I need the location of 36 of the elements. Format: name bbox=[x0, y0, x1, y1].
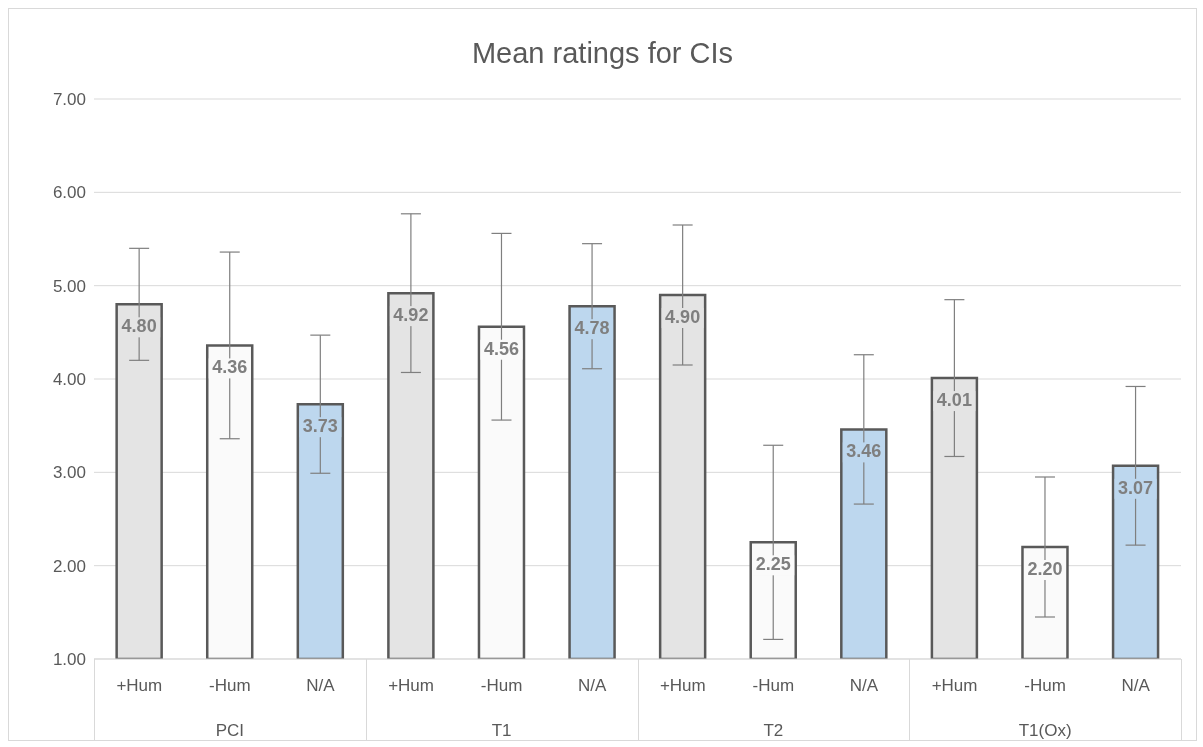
data-label: 4.92 bbox=[393, 305, 429, 326]
text: T1 bbox=[490, 721, 513, 741]
x-tick-label: +Hum bbox=[116, 676, 163, 696]
y-tick-label: 7.00 bbox=[52, 90, 86, 110]
y-tick-label: 6.00 bbox=[52, 183, 86, 203]
data-label: 3.07 bbox=[1118, 477, 1154, 498]
x-tick-label: N/A bbox=[849, 676, 879, 696]
x-tick-label: -Hum bbox=[752, 676, 795, 696]
data-label: 4.78 bbox=[574, 318, 610, 339]
y-tick-label: 5.00 bbox=[52, 276, 86, 296]
chart-title: Mean ratings for CIs bbox=[470, 37, 735, 70]
y-tick-label: 4.00 bbox=[52, 370, 86, 390]
data-label: 3.73 bbox=[302, 416, 338, 437]
data-label: 4.80 bbox=[121, 316, 157, 337]
data-label: 2.25 bbox=[755, 554, 791, 575]
x-tick-label: N/A bbox=[1121, 676, 1151, 696]
data-label: 4.36 bbox=[212, 357, 248, 378]
x-tick-label: -Hum bbox=[480, 676, 523, 696]
x-tick-label: -Hum bbox=[209, 676, 251, 696]
x-tick-label: +Hum bbox=[388, 676, 434, 696]
data-label: 4.90 bbox=[665, 307, 701, 327]
text: PCI bbox=[214, 721, 246, 741]
y-tick-label: 1.00 bbox=[52, 650, 86, 670]
data-label: 3.46 bbox=[846, 441, 882, 462]
text: T1(Ox) bbox=[1017, 721, 1073, 741]
y-tick-label: 2.00 bbox=[52, 556, 86, 576]
data-label: 4.01 bbox=[936, 390, 972, 411]
data-label: 4.56 bbox=[483, 338, 519, 359]
x-tick-label: N/A bbox=[578, 676, 608, 696]
y-tick-label: 3.00 bbox=[52, 463, 86, 483]
x-tick-label: -Hum bbox=[1024, 676, 1066, 696]
data-label: 2.20 bbox=[1027, 559, 1063, 579]
text: T2 bbox=[762, 721, 785, 741]
x-tick-label: N/A bbox=[306, 676, 336, 696]
x-tick-label: +Hum bbox=[931, 676, 978, 696]
x-tick-label: +Hum bbox=[659, 676, 706, 696]
